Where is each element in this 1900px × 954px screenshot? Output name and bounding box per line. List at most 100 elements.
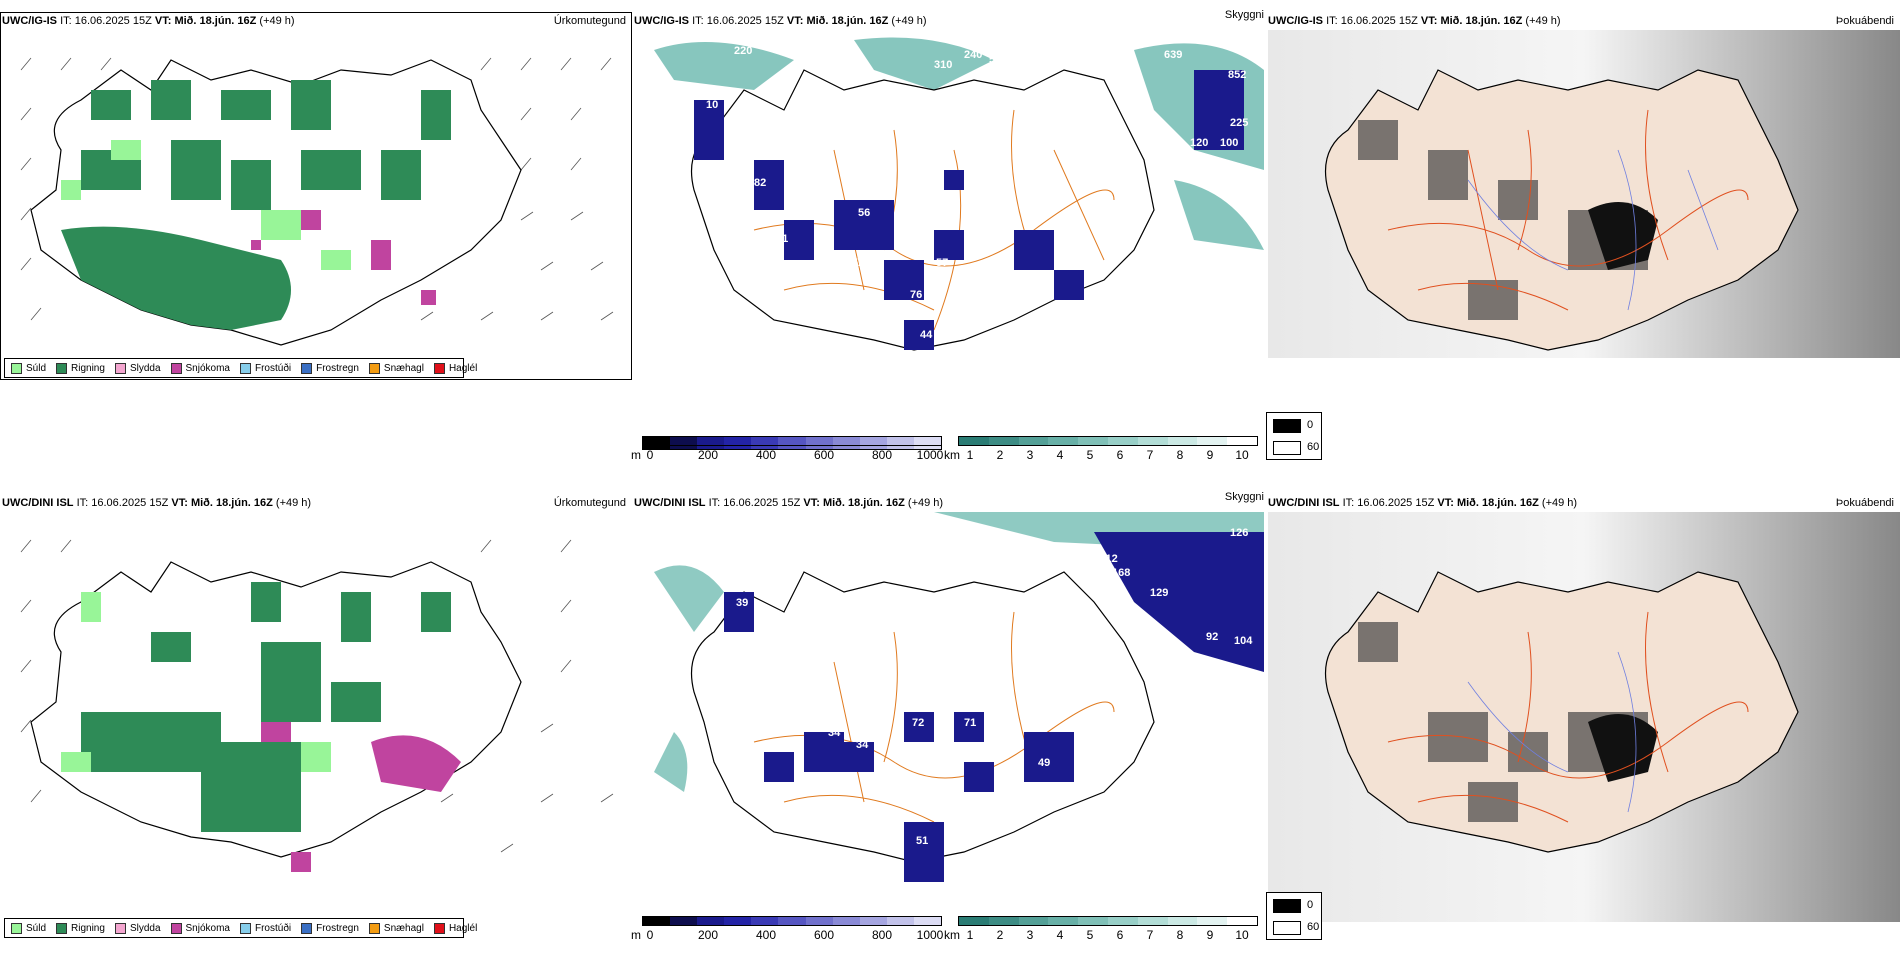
value-label: 29 [694, 243, 706, 255]
scale-tick: 2 [996, 448, 1004, 462]
legend-item: Frostúði [239, 922, 291, 934]
lead-time: (+49 h) [891, 15, 927, 27]
precip-legend: Súld Rigning Slydda Snjókoma Frostúði Fr… [4, 918, 477, 938]
legend-swatch [114, 922, 126, 934]
legend-item: Slydda [114, 922, 161, 934]
scale-unit: m [631, 448, 641, 462]
low-visibility-sea [1094, 532, 1264, 672]
scale-tick: 9 [1206, 928, 1214, 942]
legend-swatch [433, 922, 445, 934]
precip-type-map[interactable] [1, 512, 631, 922]
fog-index-map[interactable] [1268, 512, 1900, 922]
scale-strip-m [642, 436, 942, 446]
scale-strip-km [958, 436, 1258, 446]
lead-time: (+49 h) [1525, 15, 1561, 27]
iceland-outline [1324, 571, 1799, 853]
scale-tick: 10 [1235, 928, 1249, 942]
scale-tick: 200 [697, 928, 719, 942]
value-label: 51 [974, 287, 986, 299]
scale-tick: 4 [1056, 928, 1064, 942]
it-value: 16.06.2025 15Z [74, 15, 152, 27]
precip-type-map[interactable] [1, 30, 631, 360]
model-name: UWC/IG-IS [1268, 15, 1323, 27]
value-label: 523 [989, 54, 1007, 66]
legend-item: Súld [11, 362, 46, 374]
scale-tick: 3 [1026, 448, 1034, 462]
visibility-map[interactable]: 220 310 240 523 639 852 225 120 100 10 8… [634, 30, 1264, 358]
scale-tick: 1 [966, 448, 974, 462]
legend-swatch [114, 362, 126, 374]
fog-index-map[interactable] [1268, 30, 1900, 358]
legend-item: Frostregn [301, 362, 359, 374]
vt-value: Mið. 18.jún. 16Z [174, 15, 257, 27]
vt-value: Mið. 18.jún. 16Z [1440, 15, 1523, 27]
rivers [1467, 149, 1719, 311]
legend-swatch [11, 922, 22, 934]
map-title: Úrkomutegund [553, 15, 626, 27]
scale-tick: 600 [813, 928, 835, 942]
scale-strip-km [958, 916, 1258, 926]
scale-ticks-m: m 0 200 400 600 800 1000 [631, 448, 946, 464]
scale-tick: 8 [1176, 928, 1184, 942]
scale-tick: 200 [697, 448, 719, 462]
scale-tick: 400 [755, 448, 777, 462]
visibility-map-header: UWC/DINI ISL IT: 16.06.2025 15Z VT: Mið.… [634, 491, 1264, 512]
precip-map-header: UWC/IG-IS IT: 16.06.2025 15Z VT: Mið. 18… [2, 12, 630, 30]
legend-swatch [170, 922, 182, 934]
legend-swatch [239, 922, 251, 934]
legend-swatch [170, 362, 182, 374]
scale-tick: 7 [1146, 928, 1154, 942]
vt-value: Mið. 18.jún. 16Z [806, 15, 889, 27]
wind-barbs [20, 539, 614, 853]
scale-tick: 5 [1086, 448, 1094, 462]
precip-legend: Súld Rigning Slydda Snjókoma Frostúði Fr… [4, 358, 477, 378]
scale-tick: 4 [1056, 448, 1064, 462]
legend-item: Snæhagl [368, 362, 424, 374]
fog-map-header: UWC/DINI ISL IT: 16.06.2025 15Z VT: Mið.… [1268, 494, 1898, 512]
rivers [1467, 651, 1637, 813]
scale-tick: 6 [1116, 928, 1124, 942]
scale-tick: 1000 [916, 928, 944, 942]
value-label: 56 [858, 207, 870, 219]
scale-ticks-m: m 0 200 400 600 800 1000 [631, 928, 946, 944]
vt-value: Mið. 18.jún. 16Z [190, 497, 273, 509]
snow-areas [261, 722, 461, 872]
drizzle-areas [61, 592, 331, 772]
lead-time: (+49 h) [907, 497, 944, 509]
vt-value: Mið. 18.jún. 16Z [1456, 497, 1539, 509]
scale-tick: 600 [813, 448, 835, 462]
value-label: 92 [1206, 631, 1218, 643]
value-label: 49 [1038, 757, 1050, 769]
scale-unit: km [944, 448, 960, 462]
drizzle-areas [61, 140, 351, 270]
legend-swatch [56, 362, 68, 374]
value-label: 44 [920, 329, 933, 341]
it-label: IT: [708, 497, 721, 509]
visibility-scale-km: km 1 2 3 4 5 6 7 8 9 10 [944, 434, 1264, 474]
legend-item: Rigning [56, 922, 105, 934]
legend-swatch [56, 922, 68, 934]
rain-areas [81, 582, 451, 832]
vt-label: VT: [803, 497, 820, 509]
visibility-map[interactable]: 126 112 168 129 92 104 39 34 34 72 71 49… [634, 512, 1264, 922]
scale-tick: 8 [1176, 448, 1184, 462]
value-label: 225 [1230, 117, 1248, 129]
value-label: 240 [964, 49, 982, 61]
fog-map-header: UWC/IG-IS IT: 16.06.2025 15Z VT: Mið. 18… [1268, 12, 1898, 30]
scale-tick: 7 [1146, 448, 1154, 462]
map-title: Þokuábendi [1835, 497, 1894, 509]
vt-value: Mið. 18.jún. 16Z [822, 497, 905, 509]
scale-tick: 6 [1116, 448, 1124, 462]
value-label: 39 [736, 597, 748, 609]
model-name: UWC/IG-IS [2, 15, 57, 27]
fog-key-label: 0 [1307, 899, 1314, 911]
scale-tick: 1000 [916, 448, 944, 462]
legend-swatch [11, 362, 22, 374]
value-label: 71 [964, 717, 976, 729]
precip-map-header: UWC/DINI ISL IT: 16.06.2025 15Z VT: Mið.… [2, 494, 630, 512]
map-title: Úrkomutegund [553, 497, 626, 509]
value-label: 51 [916, 835, 928, 847]
it-label: IT: [60, 15, 72, 27]
row-1: UWC/IG-IS IT: 16.06.2025 15Z VT: Mið. 18… [0, 9, 1900, 450]
vt-label: VT: [154, 15, 172, 27]
